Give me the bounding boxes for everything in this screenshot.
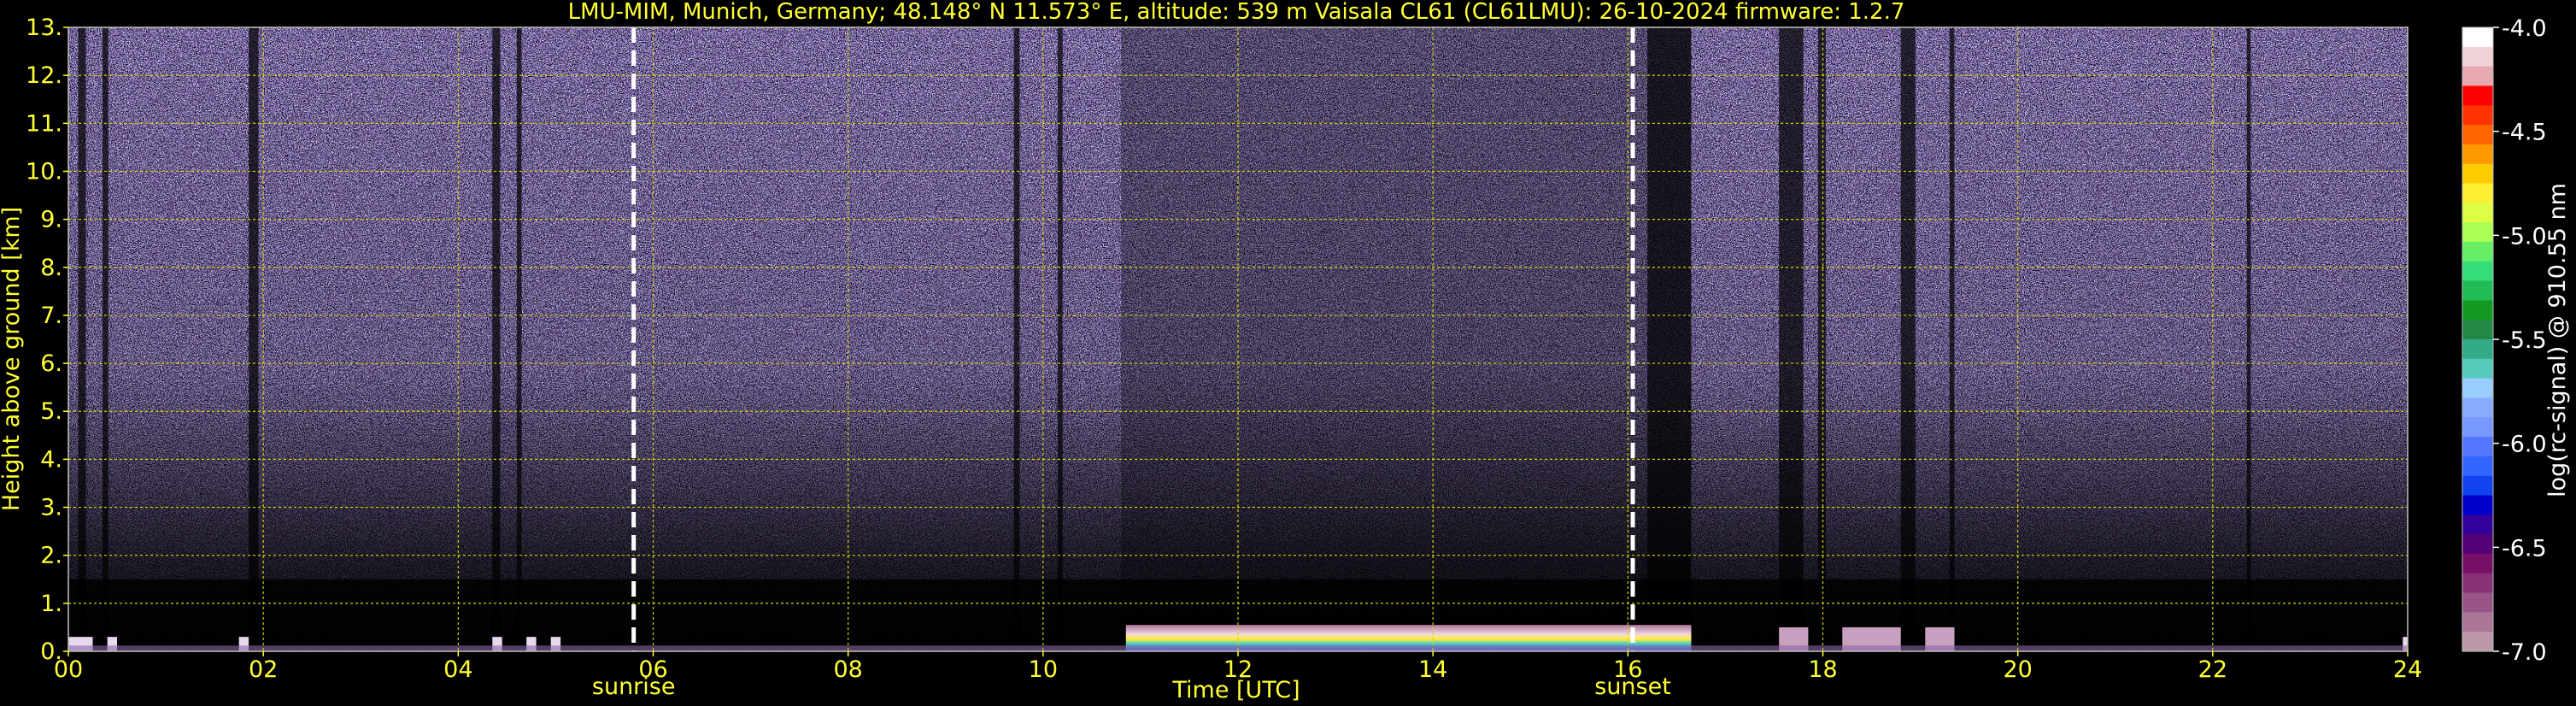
colorbar: -4.0 -4.5 -5.0 -5.5 -6.0 -6.5 -7.0 [2462, 15, 2547, 666]
chart-title: LMU-MIM, Munich, Germany; 48.148° N 11.5… [568, 0, 1905, 25]
colorbar-segment [2462, 417, 2493, 438]
colorbar-segment [2462, 66, 2493, 87]
x-tick-label: 00 [54, 656, 83, 683]
x-axis-label: Time [UTC] [1171, 677, 1300, 703]
colorbar-segment [2462, 339, 2493, 360]
y-tick-label: 11. [26, 110, 62, 137]
colorbar-tick-label: -6.0 [2502, 432, 2547, 458]
colorbar-segment [2462, 203, 2493, 223]
colorbar-tick-label: -4.0 [2502, 15, 2547, 42]
ground-return [492, 637, 502, 651]
colorbar-segment [2462, 163, 2493, 185]
colorbar-segment [2462, 46, 2493, 68]
x-tick-label: 24 [2393, 656, 2422, 683]
signal-gap [78, 27, 86, 651]
colorbar-tick-label: -4.5 [2502, 120, 2547, 146]
y-tick-label: 4. [40, 446, 62, 473]
colorbar-segment [2462, 573, 2493, 594]
colorbar-segment [2462, 241, 2493, 262]
colorbar-segment [2462, 553, 2493, 574]
colorbar-segment [2462, 456, 2493, 477]
ground-return [2403, 637, 2408, 651]
y-tick-label: 6. [40, 350, 62, 377]
colorbar-label: log(rc-signal) @ 910.55 nm [2544, 183, 2571, 497]
signal-gap [1057, 27, 1063, 651]
daytime-region [1121, 27, 1692, 651]
signal-gap [1647, 27, 1692, 651]
colorbar-tick-label: -5.0 [2502, 223, 2547, 250]
x-tick-label: 04 [443, 656, 472, 683]
colorbar-segment [2462, 27, 2493, 48]
signal-gap [2246, 27, 2251, 651]
colorbar-segment [2462, 105, 2493, 126]
colorbar-tick-label: -5.5 [2502, 327, 2547, 354]
sunrise-label: sunrise [592, 674, 676, 700]
y-tick-label: 3. [40, 495, 62, 521]
ground-return [550, 637, 561, 651]
colorbar-segment [2462, 85, 2493, 106]
signal-gap [102, 27, 109, 651]
event-lines: sunrise sunset [592, 27, 1671, 700]
signal-features [68, 27, 2408, 651]
colorbar-segment [2462, 632, 2493, 652]
signal-gap [1949, 27, 1955, 651]
sunset-label: sunset [1594, 674, 1671, 700]
x-tick-label: 10 [1029, 656, 1058, 683]
colorbar-segment [2462, 515, 2493, 535]
y-tick-label: 9. [40, 207, 62, 233]
colorbar-segment [2462, 475, 2493, 497]
signal-gap [249, 27, 259, 651]
signal-gap [492, 27, 501, 651]
x-tick-label: 06 [638, 656, 667, 683]
colorbar-segment [2462, 144, 2493, 165]
y-tick-label: 12. [26, 62, 62, 89]
colorbar-segment [2462, 592, 2493, 613]
signal-gap [516, 27, 522, 651]
x-axis: 00 02 04 06 08 10 12 14 16 18 20 22 24 [54, 651, 2422, 683]
colorbar-tick-label: -7.0 [2502, 639, 2547, 666]
colorbar-segment [2462, 495, 2493, 515]
signal-gap [1779, 27, 1804, 651]
y-tick-label: 0. [40, 638, 62, 665]
y-axis-label: Height above ground [km] [0, 207, 25, 511]
colorbar-segment [2462, 358, 2493, 379]
colorbar-segment [2462, 378, 2493, 399]
colorbar-segment [2462, 397, 2493, 418]
y-tick-label: 7. [40, 303, 62, 329]
colorbar-segment [2462, 222, 2493, 243]
y-tick-label: 1. [40, 591, 62, 617]
y-tick-label: 2. [40, 543, 62, 569]
signal-gap [1013, 27, 1020, 651]
colorbar-segment [2462, 183, 2493, 203]
colorbar-segment [2462, 125, 2493, 145]
colorbar-segment [2462, 280, 2493, 301]
colorbar-segment [2462, 437, 2493, 457]
ground-return [107, 637, 118, 651]
colorbar-segment [2462, 612, 2493, 632]
colorbar-segment [2462, 320, 2493, 340]
x-tick-label: 18 [1808, 656, 1837, 683]
y-tick-label: 13. [26, 15, 62, 41]
signal-gap [1817, 27, 1826, 651]
x-tick-label: 22 [2198, 656, 2227, 683]
y-axis: 0. 1. 2. 3. 4. 5. 6. 7. 8. 9. 10. 11. 12. 13. [26, 15, 68, 665]
x-tick-label: 16 [1613, 656, 1642, 683]
colorbar-segment [2462, 534, 2493, 555]
ground-return [526, 637, 537, 651]
x-tick-label: 12 [1223, 656, 1253, 683]
colorbar-segment [2462, 261, 2493, 282]
y-tick-label: 8. [40, 255, 62, 281]
x-tick-label: 08 [833, 656, 862, 683]
signal-gap [1900, 27, 1916, 651]
x-tick-label: 02 [249, 656, 278, 683]
colorbar-tick-label: -6.5 [2502, 535, 2547, 562]
ground-return [238, 637, 249, 651]
x-tick-label: 14 [1418, 656, 1447, 683]
x-tick-label: 20 [2003, 656, 2032, 683]
colorbar-segment [2462, 300, 2493, 321]
y-tick-label: 10. [26, 158, 62, 185]
y-tick-label: 5. [40, 398, 62, 425]
